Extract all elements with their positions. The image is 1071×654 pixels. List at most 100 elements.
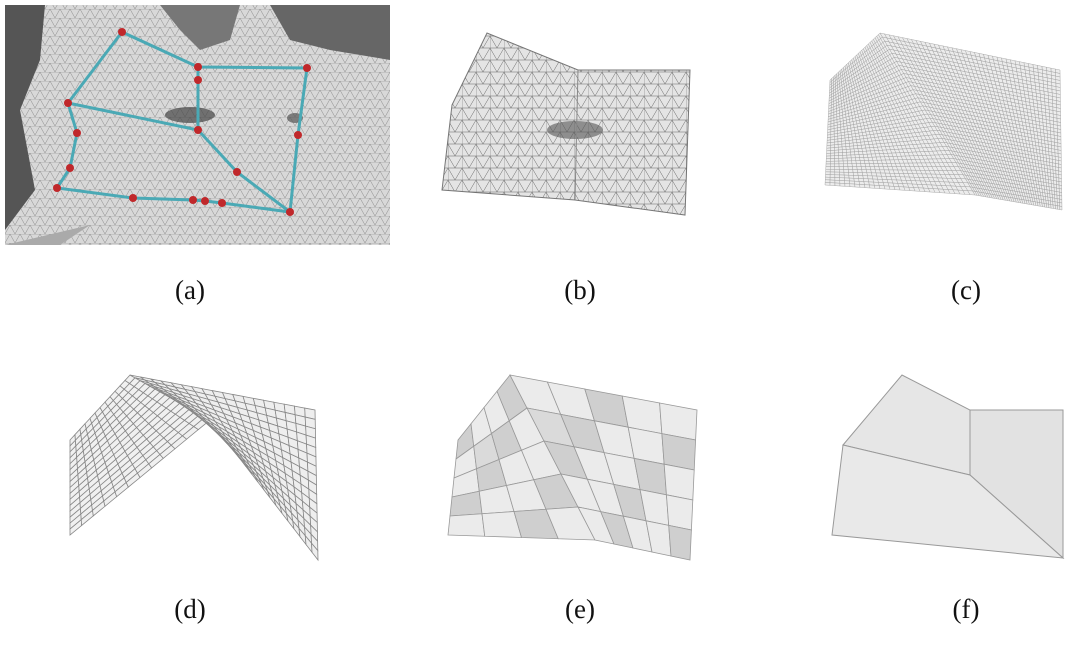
mesh-cell: [1060, 203, 1062, 207]
caption: (c): [951, 275, 981, 305]
mesh-cell: [1060, 206, 1062, 210]
mesh-cell: [855, 152, 860, 155]
mesh-cell: [830, 158, 834, 161]
mesh-cell: [860, 184, 865, 187]
mesh-cell: [847, 152, 851, 155]
mesh-cell: [664, 464, 694, 500]
mesh-cell: [842, 147, 846, 150]
mesh-cell: [830, 153, 834, 156]
mesh-cell: [839, 164, 844, 167]
mesh-cell: [826, 167, 831, 170]
mesh-cell: [830, 177, 835, 180]
mesh-cell: [850, 146, 854, 149]
mesh-cell: [830, 167, 835, 170]
mesh-cell: [826, 159, 830, 162]
mesh-cell: [850, 184, 855, 187]
mesh-cell: [851, 155, 856, 158]
mesh-cell: [840, 175, 845, 178]
caption: (b): [564, 275, 595, 305]
caption: (f): [953, 594, 980, 624]
mesh-cell: [835, 158, 839, 161]
mesh-cell: [844, 169, 849, 172]
mesh-cell: [854, 178, 859, 181]
mesh-cell: [830, 169, 835, 172]
mesh-cell: [825, 175, 830, 178]
mesh-cell: [1055, 195, 1058, 199]
mesh-cell: [848, 169, 853, 172]
mesh-cell: [844, 167, 849, 170]
mesh-cell: [838, 150, 842, 153]
mesh-cell: [835, 156, 839, 159]
mesh-cell: [856, 161, 861, 164]
mesh-cell: [835, 183, 840, 186]
mesh-cell: [862, 173, 867, 176]
mesh-cell: [847, 161, 852, 164]
mesh-cell: [849, 178, 854, 181]
mesh-cell: [847, 158, 852, 161]
mesh-cell: [830, 180, 835, 183]
mesh-cell: [851, 158, 856, 161]
mesh-cell: [853, 172, 858, 175]
mesh-cell: [835, 172, 840, 175]
mesh-cell: [840, 178, 845, 181]
panel-a-image: [5, 5, 390, 245]
mesh-cell: [855, 155, 860, 158]
mesh-cell: [855, 184, 860, 187]
mesh-cell: [835, 161, 839, 164]
mesh-cell: [849, 181, 854, 184]
mesh-cell: [827, 151, 831, 154]
mesh-cell: [835, 169, 840, 172]
mesh-cell: [835, 164, 839, 167]
mesh-cell: [863, 176, 868, 179]
mesh-cell: [825, 177, 830, 180]
mesh-cell: [1059, 196, 1061, 200]
mesh-cell: [1057, 202, 1059, 206]
mesh-cell: [834, 147, 838, 150]
mesh-cell: [855, 158, 860, 161]
mesh-cell: [835, 180, 840, 183]
mesh-cell: [826, 161, 830, 164]
mesh-cell: [851, 152, 855, 155]
mesh-cell: [830, 156, 834, 159]
mesh-cell: [848, 167, 853, 170]
mesh-cell: [838, 147, 842, 150]
mesh-cell: [1057, 199, 1059, 203]
figure: (a) (b) (c) (d) (e) (f): [0, 0, 1071, 654]
mesh-cell: [847, 155, 851, 158]
caption: (a): [175, 275, 205, 305]
mesh-cell: [844, 172, 849, 175]
mesh-cell: [839, 169, 844, 172]
mesh-cell: [849, 172, 854, 175]
mesh-cell: [1057, 195, 1060, 199]
panel-b-image: [442, 33, 690, 215]
mesh-cell: [826, 172, 831, 175]
mesh-cell: [845, 184, 850, 187]
mesh-cell: [826, 169, 831, 172]
mesh-cell: [852, 167, 857, 170]
mesh-cell: [854, 149, 858, 152]
mesh-cell: [839, 153, 843, 156]
mesh-cell: [826, 153, 830, 156]
caption: (d): [174, 594, 205, 624]
mesh-cell: [830, 164, 834, 167]
mesh-cell: [849, 175, 854, 178]
mesh-cell: [666, 495, 692, 530]
mesh-cell: [845, 181, 850, 184]
mesh-cell: [839, 172, 844, 175]
mesh-cell: [826, 164, 830, 167]
mesh-cell: [843, 161, 848, 164]
mesh-cell: [830, 183, 835, 186]
mesh-cell: [859, 178, 864, 181]
mesh-cell: [844, 175, 849, 178]
mesh-cell: [1060, 199, 1062, 203]
mesh-cell: [846, 149, 850, 152]
mesh-cell: [830, 161, 834, 164]
mesh-cell: [857, 170, 862, 173]
mesh-cell: [862, 170, 867, 173]
mesh-cell: [835, 175, 840, 178]
mesh-cell: [835, 153, 839, 156]
mesh-cell: [448, 514, 485, 537]
mesh-cell: [848, 164, 853, 167]
mesh-cell: [840, 180, 845, 183]
mesh-cell: [853, 170, 858, 173]
